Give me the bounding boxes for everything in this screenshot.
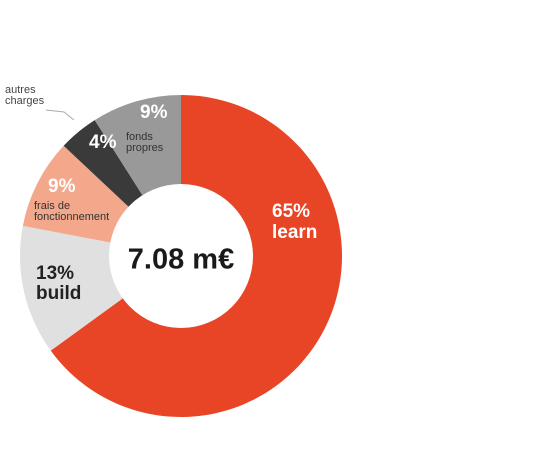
slice-pct-label: 65% [272,201,310,222]
slice-pct-label: 4% [89,132,117,153]
slice-name-label: autres charges [5,84,45,107]
leader-line [45,109,75,121]
slice-pct-label: 9% [48,176,76,197]
slice-name-label: fonds propres [126,131,164,154]
slice-name-label: build [36,283,81,304]
center-total-label: 7.08 m€ [128,244,234,276]
donut-center-hole [109,184,253,328]
slice-name-label: learn [272,222,317,243]
slice-pct-label: 13% [36,263,74,284]
slice-name-label: frais de fonctionnement [34,200,109,223]
slice-pct-label: 9% [140,102,168,123]
